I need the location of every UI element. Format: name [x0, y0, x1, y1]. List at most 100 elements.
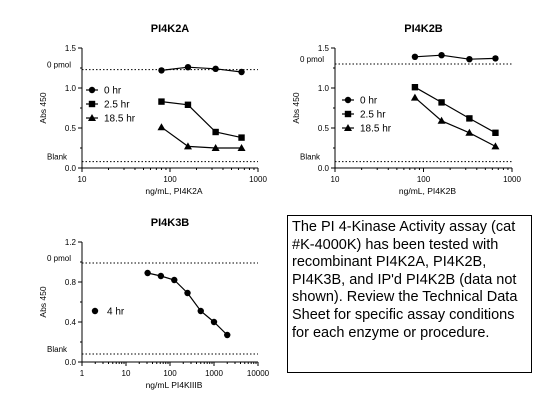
x-tick-label: 100 — [163, 369, 177, 378]
x-tick-label: 1 — [80, 369, 85, 378]
data-point — [411, 84, 419, 91]
y-tick-label: 1.0 — [318, 84, 330, 93]
series-line — [161, 126, 242, 149]
x-tick-label: 10 — [78, 175, 87, 184]
data-point — [184, 63, 192, 71]
data-point — [466, 56, 473, 63]
y-tick-label: 0.0 — [65, 358, 77, 367]
series-18.5-hr — [157, 123, 246, 151]
x-tick-label: 1000 — [249, 175, 267, 184]
y-axis-label: Abs 450 — [38, 92, 48, 123]
data-point — [157, 123, 166, 131]
reference-line-label: Blank — [47, 345, 68, 354]
series-line — [147, 272, 228, 336]
data-point — [210, 318, 218, 326]
reference-line-label: 0 pmol — [300, 55, 324, 64]
x-tick-label: 100 — [163, 175, 177, 184]
y-tick-label: 1.5 — [65, 44, 77, 53]
data-point — [465, 128, 474, 136]
data-point — [184, 101, 192, 108]
chart-pi4k2b: PI4K2B 0.0 0.5 1.0 1.5 10 100 1000 ng/mL, PI4K2B… — [291, 23, 521, 196]
y-tick-label: 1.0 — [65, 84, 77, 93]
data-point — [183, 142, 192, 150]
data-point — [197, 307, 204, 315]
x-axis-label: ng/mL PI4KIIIB — [146, 380, 203, 390]
data-point — [437, 116, 446, 124]
y-tick-label: 0.0 — [318, 164, 330, 173]
data-point — [237, 144, 246, 151]
reference-line-label: Blank — [300, 153, 321, 162]
x-axis-label: ng/mL, PI4K2B — [399, 186, 457, 196]
legend-marker — [344, 96, 352, 104]
series-18.5-hr — [410, 93, 500, 150]
y-axis-label: Abs 450 — [291, 92, 301, 123]
legend-label: 18.5 hr — [104, 114, 136, 125]
data-point — [144, 269, 151, 277]
data-point — [492, 55, 499, 62]
chart-pi4k3b: PI4K3B 0.0 0.4 0.8 1.2 1 10 100 1000 10000 ng/mL P… — [38, 217, 270, 390]
series-line — [414, 86, 496, 134]
y-tick-label: 1.5 — [318, 44, 330, 53]
data-point — [491, 142, 500, 150]
series-2.5-hr — [411, 84, 499, 136]
chart-title: PI4K2B — [404, 23, 443, 35]
x-tick-label: 10 — [331, 175, 340, 184]
data-point — [158, 67, 165, 74]
data-point — [411, 53, 419, 60]
legend-label: 18.5 hr — [360, 124, 392, 135]
series-4-hr — [144, 269, 231, 339]
x-axis-label: ng/mL, PI4K2A — [145, 186, 203, 196]
x-tick-label: 1000 — [503, 175, 521, 184]
data-point — [171, 276, 178, 284]
y-tick-label: 0.5 — [318, 124, 330, 133]
data-point — [238, 134, 245, 141]
data-point — [438, 52, 445, 59]
data-point — [158, 98, 165, 105]
data-point — [466, 115, 473, 122]
reference-line-label: 0 pmol — [47, 61, 71, 70]
series-line — [161, 101, 242, 139]
legend-label: 2.5 hr — [104, 100, 130, 111]
legend-marker — [344, 124, 352, 131]
legend-marker — [344, 110, 352, 118]
legend-label: 0 hr — [104, 86, 122, 97]
data-point — [184, 289, 191, 297]
series-0-hr — [411, 52, 499, 63]
data-point — [438, 99, 445, 106]
legend-marker — [88, 100, 96, 108]
info-text-box: The PI 4-Kinase Activity assay (cat #K-4… — [287, 215, 532, 373]
y-tick-label: 0.8 — [65, 278, 77, 287]
series-2.5-hr — [158, 98, 245, 141]
series-line — [414, 97, 496, 147]
y-tick-label: 0.5 — [65, 124, 77, 133]
legend-marker — [88, 114, 96, 121]
y-tick-label: 0.4 — [65, 318, 77, 327]
data-point — [238, 68, 245, 76]
x-tick-label: 1000 — [205, 369, 223, 378]
data-point — [157, 272, 165, 280]
legend-marker — [91, 307, 99, 315]
y-tick-label: 1.2 — [65, 238, 77, 247]
chart-pi4k2a: PI4K2A 0.0 0.5 1.0 1.5 10 100 1000 ng/mL, PI4K2A… — [38, 23, 267, 196]
data-point — [212, 128, 219, 136]
chart-title: PI4K2A — [151, 23, 190, 35]
x-tick-label: 100 — [417, 175, 431, 184]
chart-title: PI4K3B — [151, 217, 190, 229]
series-line — [414, 54, 496, 60]
series-line — [161, 66, 242, 73]
reference-line-label: Blank — [47, 153, 68, 162]
y-axis-label: Abs 450 — [38, 286, 48, 317]
data-point — [410, 93, 419, 101]
data-point — [211, 144, 220, 151]
series-0-hr — [158, 63, 245, 76]
data-point — [212, 65, 219, 73]
data-point — [492, 129, 499, 136]
legend-label: 4 hr — [107, 307, 125, 318]
data-point — [224, 331, 231, 339]
y-tick-label: 0.0 — [65, 164, 77, 173]
x-tick-label: 10000 — [247, 369, 270, 378]
reference-line-label: 0 pmol — [47, 254, 71, 263]
legend-marker — [88, 86, 96, 94]
legend-label: 2.5 hr — [360, 110, 386, 121]
